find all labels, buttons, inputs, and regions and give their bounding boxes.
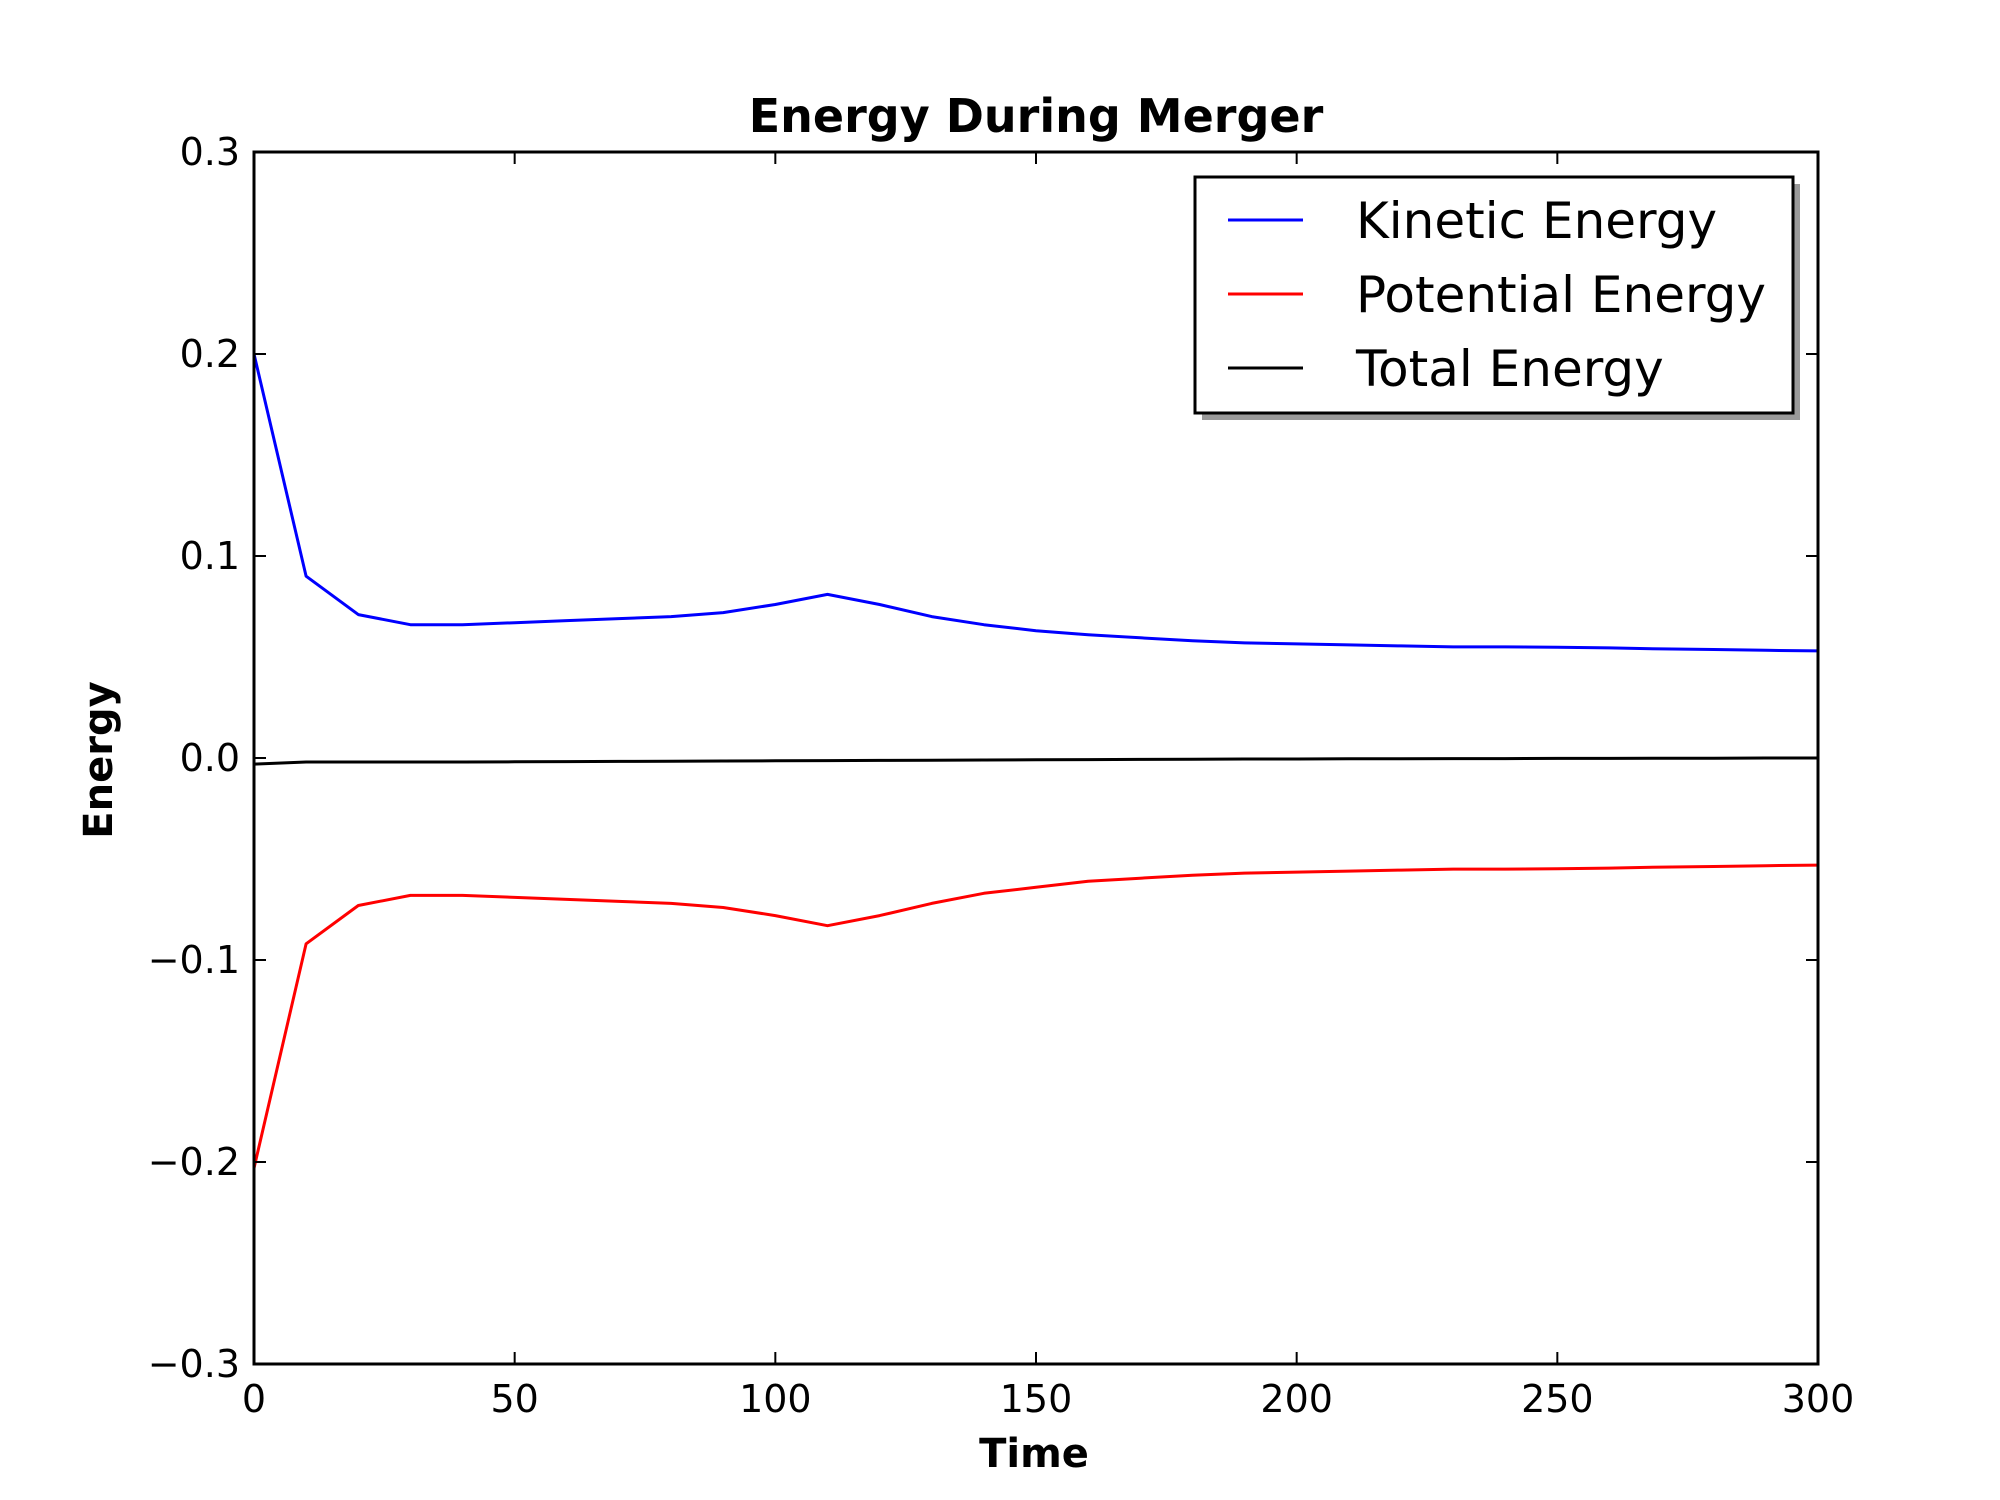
legend: Kinetic Energy Potential Energy Total Ener… (1193, 175, 1800, 420)
y-tick-label: 0.0 (180, 736, 240, 780)
x-tick-label: 200 (1260, 1377, 1333, 1421)
chart-title: Energy During Merger (749, 89, 1324, 143)
x-tick-label: 100 (739, 1377, 812, 1421)
series-line-kinetic-energy (252, 353, 1819, 653)
series-line-potential-energy (252, 863, 1819, 1169)
x-tick-label: 0 (242, 1377, 266, 1421)
y-tick-label: 0.1 (180, 534, 240, 578)
x-tick-label: 50 (490, 1377, 538, 1421)
y-tick-label: −0.1 (148, 938, 240, 982)
y-tick-label: 0.3 (180, 130, 240, 174)
x-tick-label: 250 (1521, 1377, 1594, 1421)
legend-label-total-energy: Total Energy (1355, 340, 1664, 398)
axis-ticks: 0 50 100 150 200 250 300 0.3 0.2 0.1 0.0 −0.1 −0.2 −0… (148, 130, 1855, 1421)
legend-label-potential-energy: Potential Energy (1356, 266, 1766, 324)
series-line-total-energy (253, 756, 1818, 766)
y-tick-label: −0.2 (148, 1140, 240, 1184)
y-axis-title: Energy (76, 681, 122, 838)
x-axis-title: Time (979, 1431, 1089, 1477)
legend-label-kinetic-energy: Kinetic Energy (1356, 192, 1717, 250)
x-tick-label: 300 (1782, 1377, 1855, 1421)
x-tick-label: 150 (1000, 1377, 1073, 1421)
y-tick-label: −0.3 (148, 1342, 240, 1386)
plot-area (252, 353, 1819, 1169)
y-tick-label: 0.2 (180, 332, 240, 376)
